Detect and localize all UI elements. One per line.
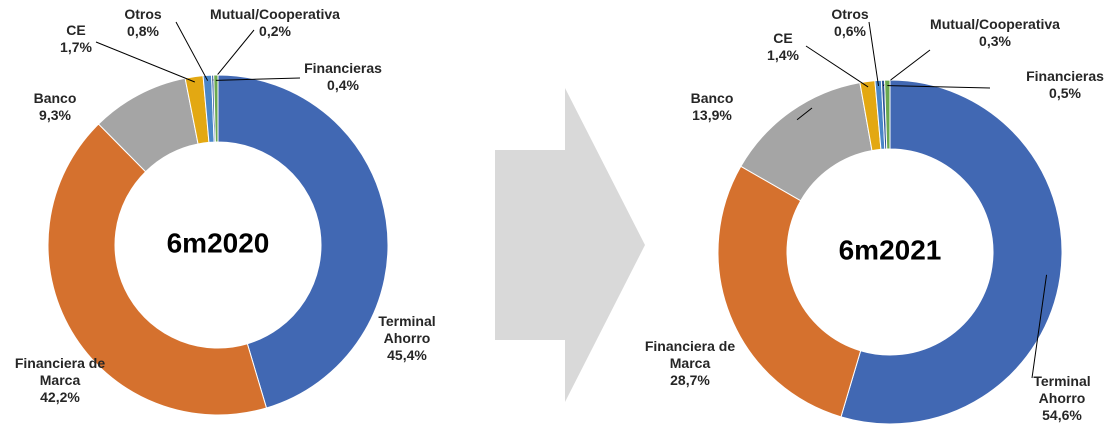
category-label: Terminal Ahorro	[1033, 373, 1091, 406]
slice-label: Banco 9,3%	[25, 90, 85, 124]
category-label: Financiera de Marca	[644, 338, 736, 371]
slice-label: Financiera de Marca 28,7%	[635, 338, 745, 389]
category-label: Otros	[124, 6, 162, 22]
chart-title: 6m2021	[839, 234, 942, 265]
donut-slice	[717, 165, 862, 418]
slice-label: Mutual/Cooperativa 0,2%	[190, 6, 360, 40]
slice-label: Financieras 0,4%	[288, 60, 398, 94]
category-label: Financiera de Marca	[14, 355, 106, 388]
value-label: 0,2%	[259, 23, 291, 39]
category-label: Mutual/Cooperativa	[210, 6, 340, 22]
value-label: 0,8%	[127, 23, 159, 39]
slice-label: Banco 13,9%	[682, 90, 742, 124]
value-label: 45,4%	[387, 347, 427, 363]
value-label: 13,9%	[692, 107, 732, 123]
value-label: 1,7%	[60, 39, 92, 55]
value-label: 0,5%	[1049, 85, 1081, 101]
value-label: 54,6%	[1042, 407, 1082, 423]
slice-label: CE 1,7%	[51, 22, 101, 56]
category-label: Terminal Ahorro	[378, 313, 436, 346]
slice-label: Financieras 0,5%	[1010, 68, 1108, 102]
category-label: Financieras	[1026, 68, 1104, 84]
category-label: Mutual/Cooperativa	[930, 16, 1060, 32]
donut-slice	[840, 79, 1063, 425]
leader-line	[805, 45, 869, 88]
value-label: 0,3%	[979, 33, 1011, 49]
slice-label: Terminal Ahorro 45,4%	[367, 313, 447, 364]
category-label: Otros	[831, 6, 869, 22]
leader-line	[175, 21, 209, 81]
leader-line	[1031, 274, 1048, 379]
slice-label: Financiera de Marca 42,2%	[5, 355, 115, 406]
category-label: CE	[66, 22, 86, 38]
donut-slice	[47, 123, 268, 416]
slice-label: Terminal Ahorro 54,6%	[1022, 373, 1102, 424]
value-label: 9,3%	[39, 107, 71, 123]
value-label: 0,6%	[834, 23, 866, 39]
leader-line	[882, 49, 931, 87]
leader-line	[796, 107, 813, 121]
arrow	[495, 88, 645, 402]
leader-line	[868, 21, 879, 86]
leader-line	[215, 77, 301, 81]
value-label: 0,4%	[327, 77, 359, 93]
value-label: 1,4%	[767, 47, 799, 63]
category-label: CE	[773, 30, 793, 46]
slice-label: Otros 0,6%	[825, 6, 875, 40]
slice-label: Otros 0,8%	[118, 6, 168, 40]
category-label: Financieras	[304, 60, 382, 76]
leader-line	[212, 29, 255, 81]
leader-line	[887, 85, 991, 89]
value-label: 42,2%	[40, 389, 80, 405]
slice-label: CE 1,4%	[758, 30, 808, 64]
value-label: 28,7%	[670, 372, 710, 388]
donut-slice	[884, 79, 891, 150]
category-label: Banco	[33, 90, 77, 106]
donut-slice	[213, 74, 219, 143]
donut-slice	[217, 74, 389, 409]
category-label: Banco	[690, 90, 734, 106]
leader-line	[95, 41, 195, 83]
slice-label: Mutual/Cooperativa 0,3%	[910, 16, 1080, 50]
chart-title: 6m2020	[167, 227, 270, 258]
